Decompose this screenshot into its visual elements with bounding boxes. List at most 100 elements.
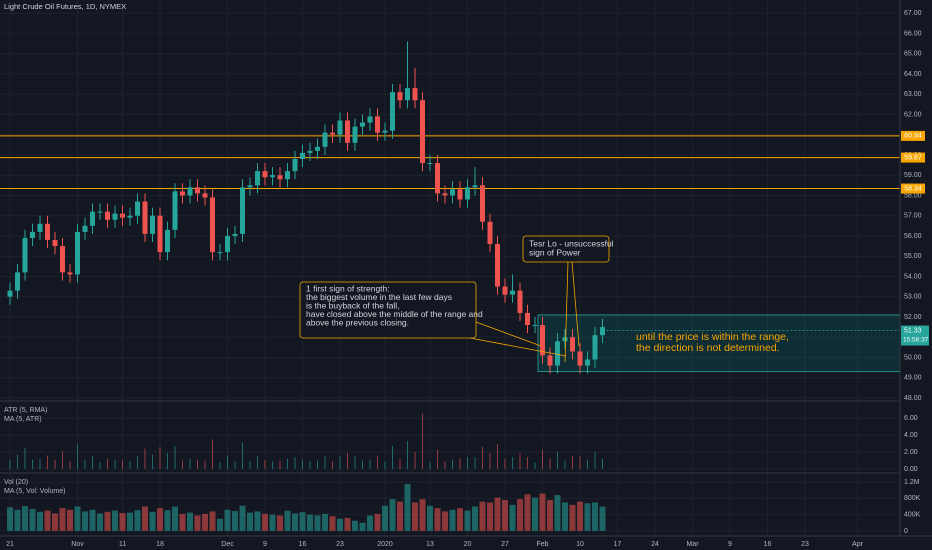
volume-bar <box>254 511 261 531</box>
level-label: 59.87 <box>904 154 922 161</box>
y-tick-label: 50.00 <box>904 354 922 361</box>
candle-body <box>210 197 215 253</box>
chart-title: Light Crude Oil Futures, 1D, NYMEX <box>4 2 126 11</box>
volume-bar <box>247 512 253 531</box>
candle-body <box>217 252 223 254</box>
candle-body <box>345 120 350 143</box>
candle-body <box>495 244 500 287</box>
annotation-text: sign of Power <box>529 247 581 257</box>
candle-body <box>525 312 530 326</box>
x-tick-label: 18 <box>156 541 164 548</box>
x-tick-label: 16 <box>764 541 772 548</box>
volume-bar <box>82 511 88 531</box>
annotation-text: Tesr Lo - unsuccessful <box>529 238 614 248</box>
volume-bar <box>389 499 396 531</box>
candle-body <box>472 185 478 188</box>
candle-body <box>442 193 448 196</box>
x-tick-label: 20 <box>464 541 472 548</box>
candle-body <box>120 213 125 218</box>
volume-bar <box>262 513 268 531</box>
level-label-bg <box>901 183 925 194</box>
candle-body <box>480 185 485 222</box>
annotation-arrow <box>475 321 542 347</box>
candle-body <box>255 171 260 186</box>
volume-bar <box>554 495 561 531</box>
volume-bar <box>299 512 306 531</box>
volume-bar <box>464 510 471 531</box>
indicator-label: Vol (20) <box>4 479 28 486</box>
candle-body <box>517 290 523 313</box>
candle-body <box>180 191 185 196</box>
volume-bar <box>449 509 456 531</box>
candle-body <box>165 229 170 253</box>
y-tick-label: 55.00 <box>904 253 922 260</box>
volume-bar <box>517 499 523 531</box>
volume-bar <box>457 508 463 531</box>
x-tick-label: 21 <box>6 541 14 548</box>
indicator-label: ATR (5, RMA) <box>4 407 47 414</box>
volume-bar <box>157 508 163 531</box>
volume-bar <box>292 513 298 531</box>
y-tick-label: 52.00 <box>904 314 922 321</box>
candle-body <box>45 223 50 240</box>
volume-bar <box>547 500 553 531</box>
candle-body <box>195 187 200 194</box>
candle-body <box>172 191 178 230</box>
x-tick-label: 11 <box>119 541 126 548</box>
candle-body <box>450 189 455 196</box>
candle-body <box>367 116 373 123</box>
grid <box>0 0 901 536</box>
volume-bar <box>344 517 351 531</box>
volume-bar <box>67 509 73 531</box>
candle-body <box>420 100 425 164</box>
volume-bar <box>487 502 493 531</box>
candle-body <box>67 272 73 275</box>
volume-bar <box>314 515 321 531</box>
candle-body <box>315 146 320 151</box>
volume-bar <box>104 511 111 531</box>
annotation-text: have closed above the middle of the rang… <box>306 309 483 319</box>
volume-bar <box>532 497 538 531</box>
annotation-text: above the previous closing. <box>306 317 409 327</box>
indicator-label: MA (5, Vol: Volume) <box>4 488 65 495</box>
candle-body <box>510 290 515 295</box>
x-tick-label: 16 <box>299 541 307 548</box>
volume-bar <box>509 504 516 531</box>
volume-bar <box>22 506 28 531</box>
annotation-text: 1 first sign of strength: <box>306 283 390 293</box>
volume-bar <box>277 515 283 531</box>
candle-body <box>75 231 80 275</box>
volume-bar <box>14 509 21 531</box>
candle-body <box>105 211 110 220</box>
volume-bar <box>112 510 118 531</box>
volume-bar <box>359 522 366 531</box>
annotation-1: 1 first sign of strength: the biggest vo… <box>299 281 567 357</box>
candle-body <box>487 221 493 245</box>
candle-body <box>142 201 148 234</box>
candle-body <box>465 187 470 200</box>
y-tick-label: 400K <box>904 512 921 519</box>
y-tick-label: 0 <box>904 528 908 535</box>
volume-bar <box>374 513 381 531</box>
annotation-arrow <box>571 261 580 347</box>
candle-body <box>412 88 418 101</box>
x-tick-label: 2020 <box>377 541 393 548</box>
x-tick-label: 24 <box>651 541 659 548</box>
volume-bar <box>322 513 328 531</box>
candle-body <box>502 286 508 295</box>
candle-body <box>307 150 313 153</box>
volume-bar <box>599 506 606 531</box>
level-label: 58.34 <box>904 185 922 192</box>
volume-bar <box>539 493 546 531</box>
x-tick-label: 9 <box>263 541 267 548</box>
x-tick-label: 9 <box>728 541 732 548</box>
y-tick-label: 64.00 <box>904 71 922 78</box>
candle-body <box>600 327 605 336</box>
candle-body <box>97 211 103 213</box>
volume-bar <box>472 506 478 531</box>
volume-bar <box>562 502 568 531</box>
countdown-label: 15:58:37 <box>903 336 929 343</box>
candle-body <box>435 163 440 194</box>
level-label-bg <box>901 130 925 141</box>
